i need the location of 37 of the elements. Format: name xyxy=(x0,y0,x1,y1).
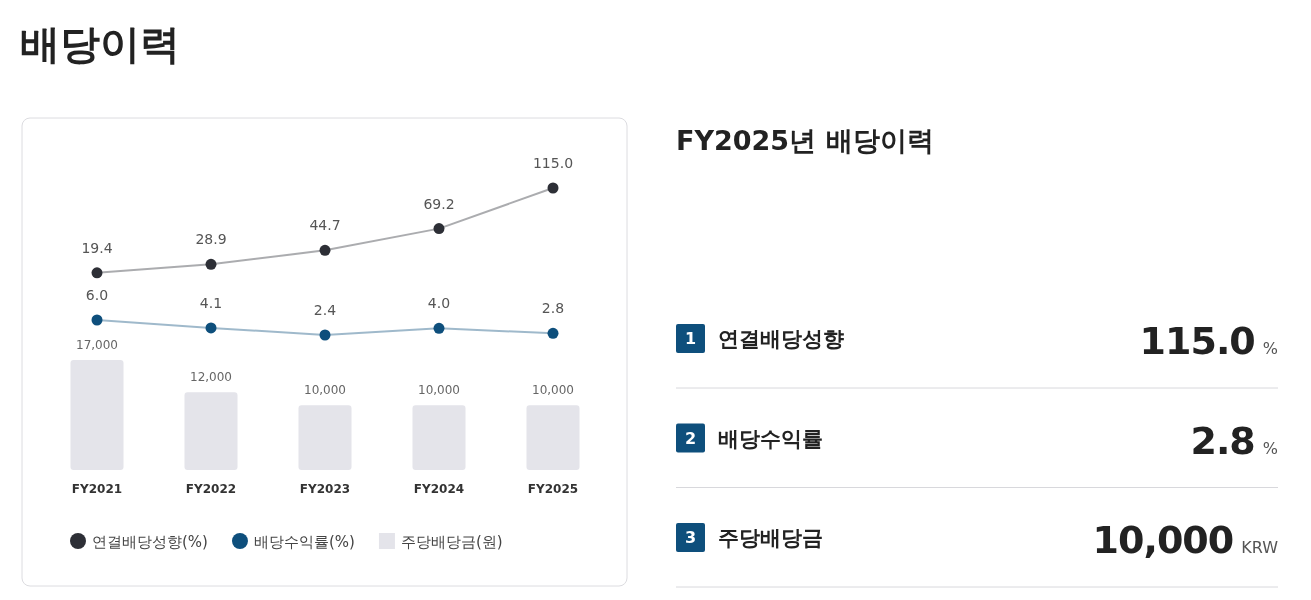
data-label: 12,000 xyxy=(190,370,232,385)
text: 3 xyxy=(684,528,697,547)
text: 주당배당금 xyxy=(718,526,823,550)
x-tick-label: FY2024 xyxy=(413,482,465,496)
text: % xyxy=(1262,339,1278,358)
data-label: 6.0 xyxy=(85,287,109,303)
text: KRW xyxy=(1241,538,1279,557)
text: 2.8 xyxy=(1190,418,1255,463)
text: 배당수익률 xyxy=(718,426,823,451)
legend-label: 연결배당성향(%) xyxy=(92,533,208,551)
legend-label: 주당배당금(원) xyxy=(400,533,503,551)
x-tick-label: FY2022 xyxy=(185,482,237,496)
text: 10,000 xyxy=(1092,518,1234,562)
data-label: 28.9 xyxy=(195,231,227,248)
text: 115.0 xyxy=(1139,319,1255,363)
x-tick-label: FY2023 xyxy=(299,482,351,496)
text: 2 xyxy=(684,428,697,448)
x-tick-label: FY2025 xyxy=(527,482,579,496)
legend-label: 배당수익률(%) xyxy=(253,533,355,551)
data-label: 2.4 xyxy=(313,302,337,318)
data-label: 4.1 xyxy=(199,294,223,311)
data-label: 44.7 xyxy=(309,217,341,234)
data-label: 10,000 xyxy=(418,383,460,398)
data-label: 115.0 xyxy=(532,155,574,171)
data-label: 19.4 xyxy=(81,239,113,256)
data-label: 69.2 xyxy=(423,195,455,212)
data-label: 10,000 xyxy=(532,383,574,398)
data-label: 2.8 xyxy=(541,300,565,317)
text: FY2025년 배당이력 xyxy=(676,125,934,156)
text: % xyxy=(1262,438,1278,458)
data-label: 4.0 xyxy=(427,295,451,312)
data-label: 17,000 xyxy=(76,338,118,352)
data-label: 10,000 xyxy=(304,383,346,398)
text: 연결배당성향 xyxy=(718,327,844,351)
text: 1 xyxy=(684,329,697,348)
x-tick-label: FY2021 xyxy=(71,482,123,496)
chart-title: 배당이력 xyxy=(20,21,180,67)
